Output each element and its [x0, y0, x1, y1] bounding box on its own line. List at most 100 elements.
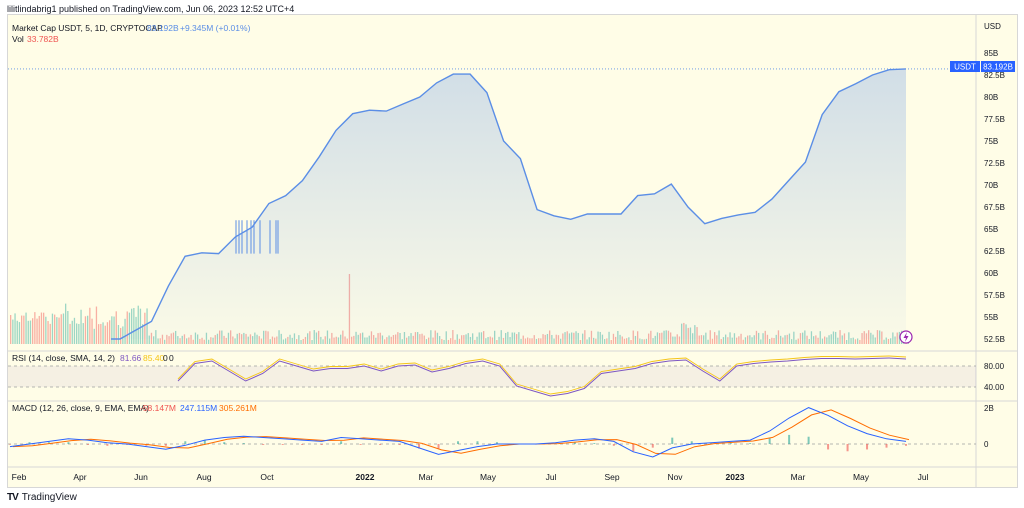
- volume-bar: [890, 338, 892, 344]
- volume-bar: [137, 305, 139, 344]
- volume-bar: [806, 335, 808, 344]
- volume-bar: [711, 338, 714, 344]
- y-tick-label: 60B: [984, 269, 998, 278]
- macd-hist-bar: [846, 444, 849, 452]
- volume-bar: [25, 312, 27, 344]
- macd-hist-bar: [9, 444, 11, 445]
- macd-hist-bar: [788, 434, 791, 444]
- volume-bar: [65, 303, 67, 344]
- volume-bar: [329, 338, 331, 344]
- macd-hist-bar: [749, 443, 752, 444]
- macd-hist-bar: [827, 444, 830, 450]
- macd-pane: [8, 407, 976, 458]
- volume-bar: [674, 336, 676, 344]
- volume-bar: [782, 337, 784, 344]
- volume-bar: [225, 337, 227, 344]
- x-tick-label: Apr: [73, 472, 86, 482]
- price-area-fill: [111, 68, 906, 340]
- macd-hist-bar: [262, 444, 265, 445]
- volume-bar: [73, 317, 76, 344]
- volume-bar: [498, 336, 500, 344]
- macd-hist-bar: [28, 442, 31, 444]
- volume-bar: [78, 323, 80, 344]
- volume-bar: [553, 338, 555, 344]
- volume-bar: [260, 338, 263, 344]
- macd-hist-bar: [281, 444, 284, 445]
- volume-bar: [234, 338, 236, 344]
- y-tick-label: 85B: [984, 49, 998, 58]
- volume-bar: [502, 337, 505, 344]
- volume-bar: [190, 334, 192, 344]
- volume-bar: [210, 337, 212, 344]
- volume-bar: [60, 314, 62, 344]
- volume-bar: [496, 339, 498, 344]
- volume-bar: [192, 339, 194, 344]
- volume-bar: [707, 339, 709, 344]
- macd-hist-bar: [184, 441, 187, 444]
- volume-bar: [384, 339, 386, 344]
- volume-bar: [456, 334, 458, 344]
- volume-bar: [71, 320, 73, 344]
- volume-bar: [815, 335, 817, 344]
- volume-bar: [408, 336, 410, 344]
- volume-bar: [401, 339, 403, 344]
- macd-hist-bar: [768, 437, 771, 444]
- volume-bar: [256, 334, 258, 344]
- volume-bar: [463, 335, 465, 344]
- x-tick-label: 2022: [356, 472, 375, 482]
- macd-hist-bar: [437, 444, 440, 449]
- volume-bar: [784, 335, 786, 344]
- volume-bar: [232, 336, 234, 344]
- volume-bar: [645, 338, 648, 344]
- x-tick-label: Mar: [791, 472, 806, 482]
- volume-bar: [183, 334, 186, 344]
- volume-bar: [269, 339, 271, 344]
- x-tick-label: Feb: [12, 472, 27, 482]
- macd-hist-bar: [866, 444, 869, 450]
- volume-bar: [164, 339, 166, 344]
- macd-legend-label: MACD (12, 26, close, 9, EMA, EMA): [12, 403, 149, 413]
- y-axis-unit: USD: [984, 22, 1001, 31]
- volume-bar: [474, 339, 476, 344]
- volume-bar: [93, 328, 95, 344]
- y-tick-label: 82.5B: [984, 71, 1005, 80]
- volume-bar: [208, 339, 210, 344]
- price-line: [111, 68, 907, 340]
- volume-bar: [678, 336, 681, 344]
- x-tick-label: Oct: [260, 472, 274, 482]
- macd-hist-bar: [476, 441, 479, 444]
- volume-bar: [432, 337, 434, 344]
- volume-bar: [859, 339, 861, 344]
- macd-hist-bar: [593, 443, 596, 444]
- volume-bar: [586, 339, 588, 344]
- volume-bar: [698, 335, 700, 344]
- chart-frame[interactable]: 85B 82.5B 80B 77.5B 75B 72.5B 70B 67.5B 65B 62.5B…: [7, 14, 1018, 488]
- macd-hist-bar: [729, 443, 732, 444]
- volume-bar: [49, 323, 51, 344]
- volume-bar: [181, 335, 183, 344]
- volume-bar: [47, 321, 49, 344]
- rsi-legend-zero2: 0: [169, 353, 174, 363]
- x-tick-label: May: [853, 472, 870, 482]
- axes: 85B 82.5B 80B 77.5B 75B 72.5B 70B 67.5B 65B 62.5B…: [12, 22, 1005, 482]
- volume-bar: [84, 316, 87, 344]
- volume-bar: [773, 338, 775, 344]
- volume-bar: [716, 335, 718, 344]
- volume-bar: [161, 334, 164, 344]
- volume-bar: [291, 337, 293, 344]
- y-tick-label: 52.5B: [984, 335, 1005, 344]
- volume-bar: [749, 335, 751, 344]
- rsi-legend-value: 81.66: [120, 353, 142, 363]
- volume-bar: [87, 315, 89, 344]
- volume-bar: [797, 338, 799, 344]
- chart-canvas[interactable]: 85B 82.5B 80B 77.5B 75B 72.5B 70B 67.5B 65B 62.5B…: [8, 15, 1017, 487]
- volume-bar: [168, 336, 170, 344]
- volume-bar: [375, 337, 377, 344]
- volume-bar: [344, 336, 346, 344]
- volume-bar: [725, 334, 727, 344]
- volume-bar: [12, 319, 14, 344]
- volume-bar: [476, 336, 478, 344]
- macd-hist-bar: [612, 444, 615, 446]
- macd-hist-bar: [885, 444, 888, 448]
- macd-hist-bar: [359, 444, 362, 445]
